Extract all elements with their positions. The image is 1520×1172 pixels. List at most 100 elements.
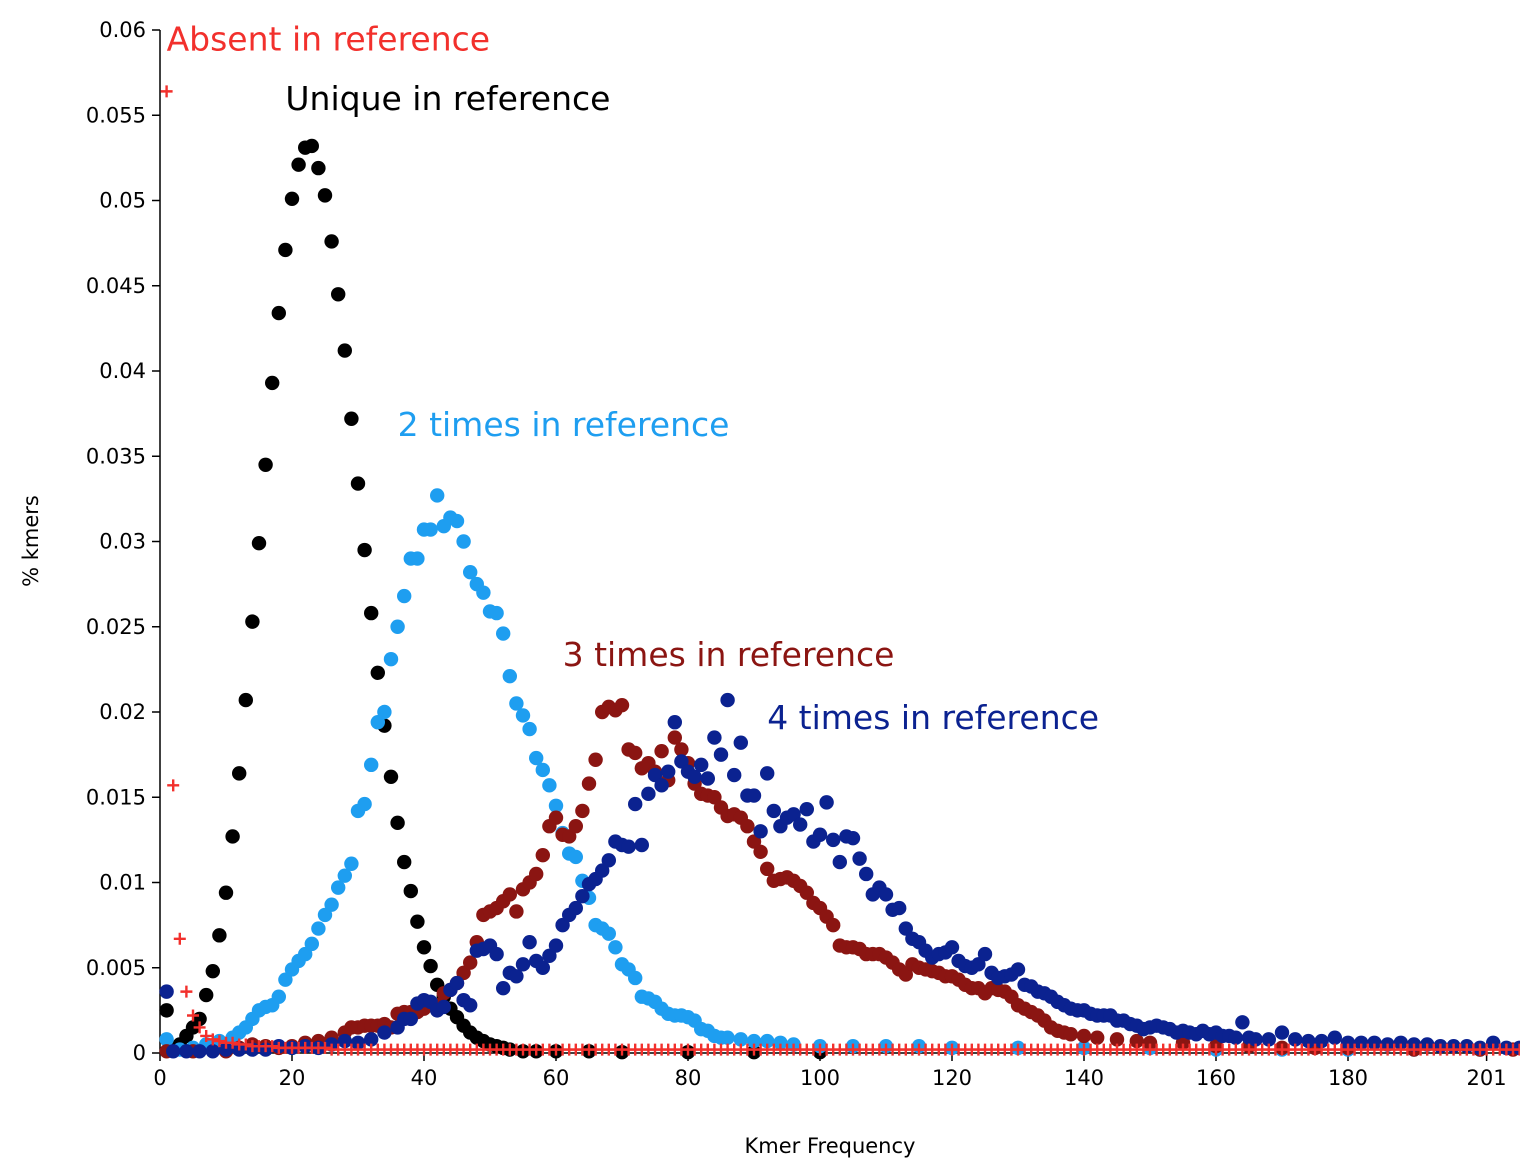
data-point	[971, 957, 986, 972]
data-point	[1314, 1033, 1329, 1049]
x-tick-label: 120	[932, 1066, 972, 1090]
y-tick-label: 0.025	[86, 615, 146, 639]
series-label: Unique in reference	[285, 79, 610, 118]
data-point	[529, 750, 544, 766]
data-point	[812, 827, 828, 842]
data-point	[588, 752, 603, 767]
data-point	[205, 963, 220, 979]
data-point	[859, 866, 874, 882]
data-point	[832, 854, 847, 870]
data-point	[826, 917, 841, 933]
data-point	[383, 769, 399, 784]
x-tick-label: 160	[1196, 1066, 1236, 1090]
data-point	[522, 721, 537, 737]
data-point	[489, 946, 504, 962]
data-point	[852, 851, 867, 866]
data-point	[383, 651, 399, 667]
data-point	[410, 551, 425, 566]
data-point	[733, 735, 748, 750]
data-point	[1261, 1032, 1277, 1047]
y-tick-label: 0.04	[99, 359, 146, 383]
data-point	[463, 998, 478, 1013]
annotation-layer: Absent in reference Unique in reference 2 …	[167, 19, 1099, 737]
y-tick-label: 0.03	[99, 530, 146, 554]
data-point	[502, 668, 517, 684]
data-point	[799, 885, 814, 900]
data-point	[1248, 1032, 1263, 1047]
data-point	[746, 1033, 762, 1049]
data-point	[423, 958, 438, 974]
data-point	[746, 788, 762, 803]
y-ticks: 0 0.005 0.01 0.015 0.02 0.025 0.03 0.035 0.04 0.0…	[86, 18, 160, 1065]
data-point	[350, 476, 366, 491]
data-point	[601, 926, 616, 941]
data-point	[344, 856, 359, 871]
data-point	[733, 1032, 748, 1047]
data-point	[1109, 1032, 1125, 1047]
data-point	[1301, 1033, 1316, 1049]
data-point	[463, 564, 478, 580]
data-point	[179, 1044, 194, 1059]
data-point	[621, 839, 636, 854]
data-point	[1486, 1035, 1501, 1050]
data-point	[674, 742, 689, 757]
y-tick-label: 0.06	[99, 18, 146, 42]
data-point	[608, 940, 623, 955]
data-point	[456, 965, 471, 981]
data-point-plus	[226, 1036, 239, 1049]
data-point	[225, 829, 240, 844]
data-point	[628, 796, 643, 812]
data-point	[449, 513, 465, 529]
data-point	[826, 832, 841, 848]
data-point	[535, 960, 550, 975]
data-point	[562, 829, 577, 844]
data-point	[416, 940, 432, 955]
data-point	[1142, 1035, 1158, 1050]
x-axis-title: Kmer Frequency	[745, 1134, 916, 1158]
data-point	[337, 868, 352, 883]
data-point	[509, 904, 524, 919]
data-point	[496, 626, 511, 641]
data-point	[746, 834, 762, 849]
data-point	[654, 778, 669, 793]
data-point	[568, 819, 583, 834]
data-point	[647, 767, 663, 783]
data-point	[542, 778, 557, 793]
data-point	[793, 817, 808, 832]
y-tick-label: 0.055	[86, 103, 146, 127]
data-point	[311, 921, 326, 936]
data-point-plus	[193, 1021, 206, 1034]
data-point	[364, 605, 379, 621]
data-point-plus	[167, 779, 180, 792]
data-point	[350, 1035, 366, 1050]
data-point	[667, 730, 682, 745]
data-point	[423, 522, 438, 537]
data-point	[364, 757, 379, 773]
data-point-plus	[213, 1035, 226, 1048]
data-point	[377, 1025, 392, 1040]
series-label: 3 times in reference	[563, 635, 895, 674]
data-point	[674, 754, 689, 769]
y-tick-label: 0	[133, 1041, 146, 1065]
data-point	[357, 796, 372, 812]
data-point	[535, 762, 550, 778]
data-point	[628, 970, 643, 986]
data-point	[1076, 1028, 1092, 1044]
data-point	[766, 803, 781, 819]
series-absent-in-reference	[160, 85, 1520, 1056]
data-point	[727, 767, 742, 783]
data-point	[687, 769, 702, 784]
data-point	[819, 795, 834, 810]
data-point	[199, 987, 214, 1003]
data-point	[760, 1033, 775, 1049]
data-point	[489, 605, 504, 621]
series-3-times-in-reference	[159, 697, 1520, 1059]
data-point	[159, 1003, 174, 1018]
data-point	[403, 1011, 418, 1027]
data-point	[271, 989, 286, 1004]
data-point	[548, 798, 564, 813]
data-point-plus	[319, 1041, 331, 1054]
data-point	[337, 1033, 352, 1049]
data-point	[317, 188, 333, 203]
data-point	[397, 588, 412, 604]
